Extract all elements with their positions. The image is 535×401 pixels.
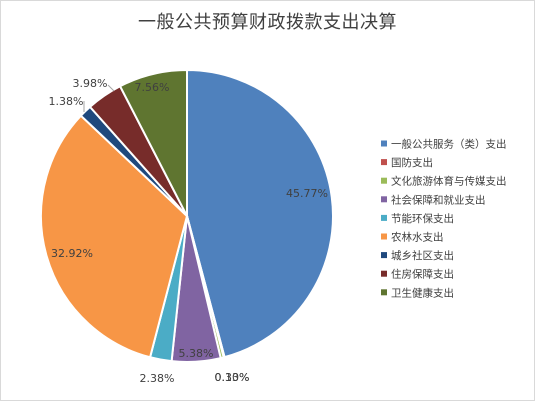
data-label: 0.33%: [215, 371, 250, 384]
chart-title: 一般公共预算财政拨款支出决算: [138, 12, 397, 33]
data-label: 2.38%: [140, 372, 175, 385]
legend-label: 住房保障支出: [391, 268, 454, 281]
leader-line: [107, 84, 115, 92]
legend-label: 社会保障和就业支出: [391, 193, 486, 206]
legend-label: 一般公共服务（类）支出: [391, 138, 507, 151]
legend-swatch: [381, 270, 387, 277]
data-label: 1.38%: [49, 95, 84, 108]
pie-slice: [186, 68, 334, 359]
legend-label: 国防支出: [391, 156, 433, 169]
pie-slice: [40, 114, 189, 359]
legend-swatch: [381, 196, 387, 203]
legend-swatch: [381, 289, 387, 296]
pie-slices: [40, 68, 334, 363]
legend-label: 农林水支出: [391, 231, 444, 244]
legend-swatch: [381, 140, 387, 147]
legend-swatch: [381, 159, 387, 166]
legend-swatch: [381, 214, 387, 221]
legend-swatch: [381, 233, 387, 240]
data-label: 5.38%: [179, 347, 214, 360]
data-label: 3.98%: [73, 77, 108, 90]
legend-swatch: [381, 252, 387, 259]
data-label: 0.10%: [215, 371, 250, 384]
legend-label: 卫生健康支出: [391, 286, 454, 299]
data-label: 32.92%: [51, 247, 93, 260]
data-labels: 45.77% 0.10%0.33%5.38% 2.38% 32.92% 1.38% 3.9…: [49, 77, 328, 385]
legend: 一般公共服务（类）支出国防支出文化旅游体育与传媒支出社会保障和就业支出节能环保支…: [381, 138, 507, 299]
legend-swatch: [381, 177, 387, 184]
legend-label: 文化旅游体育与传媒支出: [391, 175, 507, 188]
pie-slice: [118, 68, 188, 217]
legend-label: 节能环保支出: [391, 212, 454, 225]
legend-label: 城乡社区支出: [391, 249, 454, 262]
data-label: 45.77%: [286, 187, 328, 200]
data-label: 7.56%: [135, 81, 170, 94]
leader-lines: [83, 84, 115, 112]
